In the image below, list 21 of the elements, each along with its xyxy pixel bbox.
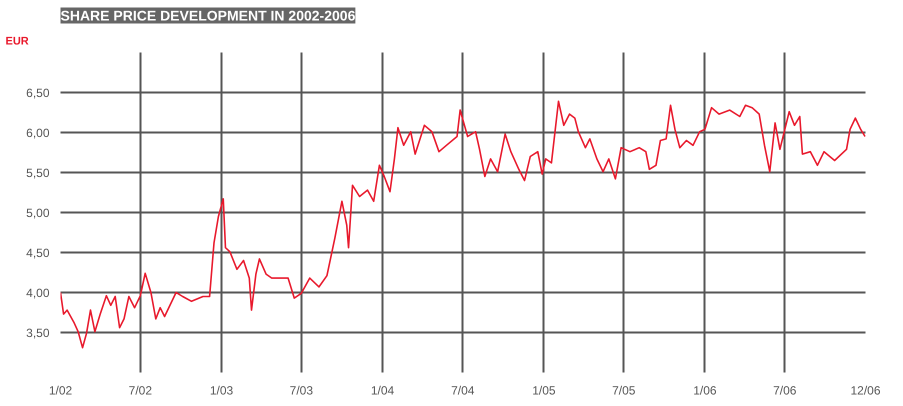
y-tick-label: 6,00 <box>26 126 50 140</box>
y-tick-label: 6,50 <box>26 86 50 100</box>
x-tick-label: 7/02 <box>128 384 152 398</box>
y-tick-label: 5,50 <box>26 166 50 180</box>
x-tick-label: 1/04 <box>370 384 395 398</box>
x-tick-label: 1/05 <box>532 384 556 398</box>
y-tick-label: 5,00 <box>26 206 50 220</box>
y-axis-title: EUR <box>6 36 29 48</box>
x-tick-label: 1/03 <box>210 384 234 398</box>
x-tick-label: 7/04 <box>451 384 475 398</box>
chart-title: SHARE PRICE DEVELOPMENT IN 2002-2006 <box>60 8 356 24</box>
y-tick-label: 3,50 <box>26 326 50 340</box>
x-tick-label: 7/05 <box>612 384 636 398</box>
x-tick-label: 1/02 <box>48 384 73 398</box>
y-tick-label: 4,50 <box>26 246 50 260</box>
x-tick-label: 1/06 <box>693 384 717 398</box>
x-tick-label: 7/06 <box>773 384 797 398</box>
line-series <box>60 100 866 348</box>
x-tick-label: 12/06 <box>850 384 881 398</box>
y-tick-label: 4,00 <box>26 286 50 300</box>
x-tick-label: 7/03 <box>290 384 314 398</box>
